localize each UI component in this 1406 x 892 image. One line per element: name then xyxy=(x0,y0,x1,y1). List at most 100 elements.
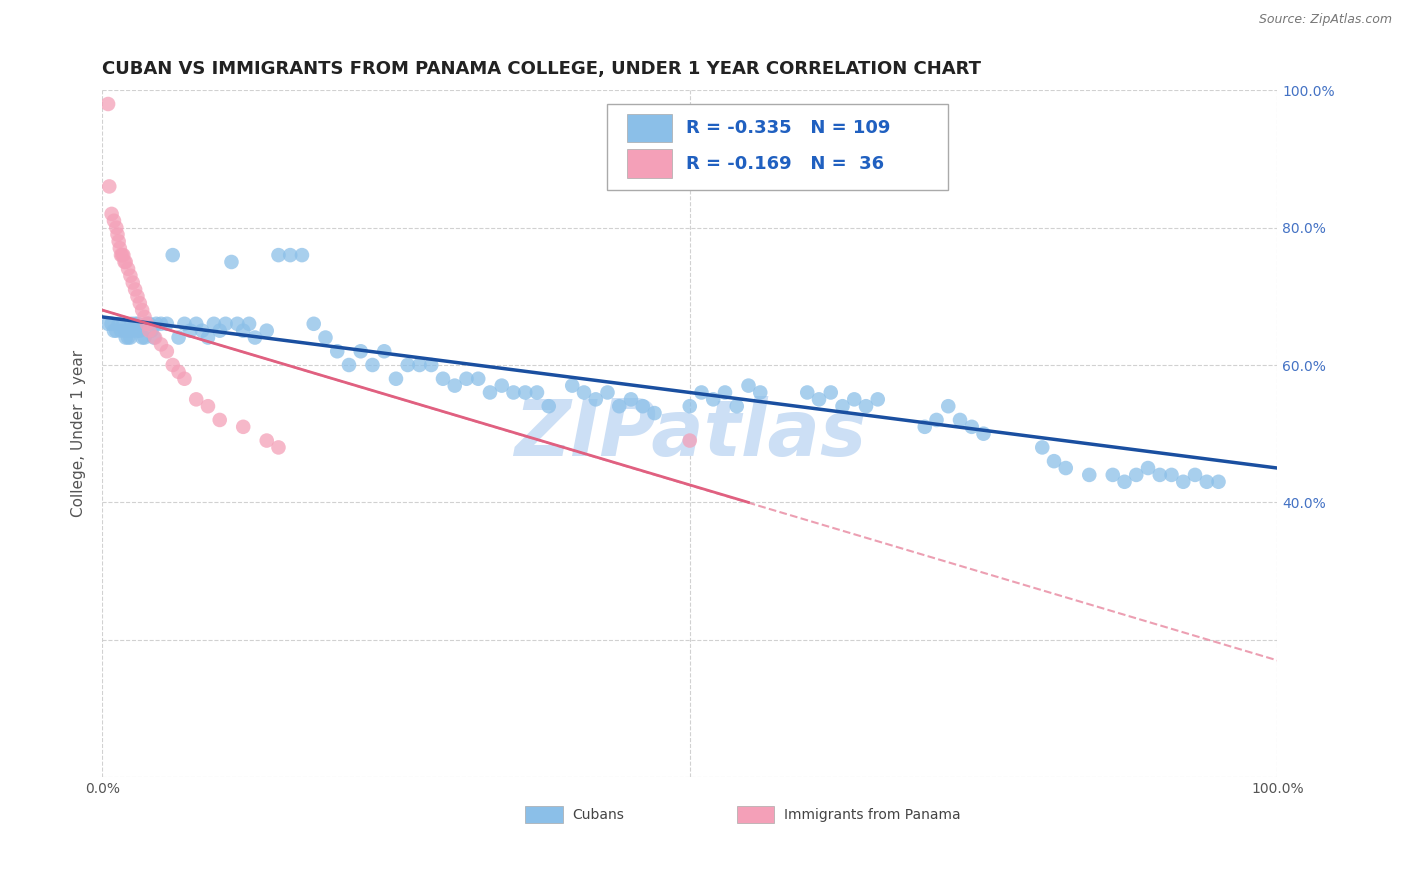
Point xyxy=(914,420,936,434)
Point xyxy=(526,385,548,400)
Point xyxy=(149,337,172,351)
Point xyxy=(202,317,225,331)
Point xyxy=(361,358,384,372)
Point xyxy=(120,268,142,283)
Point xyxy=(267,441,290,455)
Point xyxy=(112,317,135,331)
Point xyxy=(191,324,214,338)
Point xyxy=(478,385,501,400)
Text: R = -0.169   N =  36: R = -0.169 N = 36 xyxy=(686,154,884,173)
Point xyxy=(1208,475,1230,489)
Point xyxy=(221,255,243,269)
Point xyxy=(808,392,831,407)
Text: Cubans: Cubans xyxy=(572,808,624,822)
Point xyxy=(111,248,134,262)
Text: Immigrants from Panama: Immigrants from Panama xyxy=(783,808,960,822)
Point xyxy=(100,317,122,331)
Point xyxy=(107,235,129,249)
Point xyxy=(960,420,983,434)
Point xyxy=(936,399,959,413)
Point xyxy=(1184,467,1206,482)
Point xyxy=(1054,461,1077,475)
Point xyxy=(98,179,121,194)
Text: Source: ZipAtlas.com: Source: ZipAtlas.com xyxy=(1258,13,1392,27)
Point xyxy=(702,392,724,407)
Point xyxy=(1114,475,1136,489)
Point xyxy=(162,248,184,262)
Point xyxy=(585,392,607,407)
Point xyxy=(114,330,136,344)
Point xyxy=(167,330,190,344)
Point xyxy=(690,385,713,400)
Point xyxy=(127,324,149,338)
Text: CUBAN VS IMMIGRANTS FROM PANAMA COLLEGE, UNDER 1 YEAR CORRELATION CHART: CUBAN VS IMMIGRANTS FROM PANAMA COLLEGE,… xyxy=(103,60,981,78)
Point xyxy=(232,420,254,434)
Point xyxy=(396,358,419,372)
Point xyxy=(866,392,889,407)
Point xyxy=(128,324,150,338)
Point xyxy=(117,330,139,344)
Point xyxy=(385,372,408,386)
Point xyxy=(796,385,818,400)
Point xyxy=(620,392,643,407)
Point xyxy=(238,317,260,331)
Point xyxy=(110,324,132,338)
Point xyxy=(112,248,135,262)
Point xyxy=(134,330,156,344)
Point xyxy=(156,344,179,359)
Point xyxy=(100,207,122,221)
Point xyxy=(725,399,748,413)
Point xyxy=(103,213,125,227)
Point xyxy=(831,399,853,413)
Point xyxy=(114,255,136,269)
Point xyxy=(121,276,143,290)
Point xyxy=(820,385,842,400)
Point xyxy=(214,317,236,331)
Point xyxy=(110,248,132,262)
Point xyxy=(432,372,454,386)
Point xyxy=(1125,467,1147,482)
Point xyxy=(114,324,136,338)
Point xyxy=(373,344,395,359)
Bar xyxy=(526,806,562,823)
Point xyxy=(1160,467,1182,482)
FancyBboxPatch shape xyxy=(607,104,948,190)
Point xyxy=(127,317,149,331)
Point xyxy=(256,434,278,448)
Point xyxy=(121,324,143,338)
Point xyxy=(162,358,184,372)
Point xyxy=(679,399,702,413)
Point xyxy=(314,330,336,344)
Point xyxy=(1149,467,1171,482)
Point xyxy=(855,399,877,413)
Point xyxy=(243,330,266,344)
Point xyxy=(350,344,373,359)
Point xyxy=(1195,475,1218,489)
Point xyxy=(131,330,153,344)
Point xyxy=(143,330,166,344)
Text: ZIPatlas: ZIPatlas xyxy=(513,396,866,472)
Point xyxy=(631,399,654,413)
Point xyxy=(515,385,537,400)
Point xyxy=(186,392,208,407)
Point xyxy=(107,317,129,331)
Point xyxy=(173,317,195,331)
Point xyxy=(643,406,665,420)
Point xyxy=(502,385,524,400)
Point xyxy=(97,97,120,112)
Point xyxy=(226,317,249,331)
Text: R = -0.335   N = 109: R = -0.335 N = 109 xyxy=(686,119,890,137)
Point xyxy=(107,227,129,242)
Point xyxy=(844,392,866,407)
Point xyxy=(267,248,290,262)
Point xyxy=(179,324,201,338)
Point xyxy=(714,385,737,400)
Point xyxy=(607,399,630,413)
Point xyxy=(186,317,208,331)
Point xyxy=(302,317,325,331)
Point xyxy=(117,261,139,276)
Point xyxy=(141,324,163,338)
Y-axis label: College, Under 1 year: College, Under 1 year xyxy=(72,351,86,517)
Point xyxy=(149,317,172,331)
Point xyxy=(97,317,120,331)
